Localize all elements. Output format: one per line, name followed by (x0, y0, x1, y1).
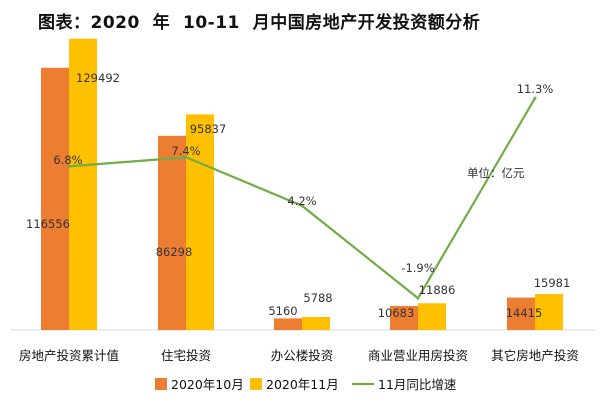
growth-point (416, 296, 420, 300)
bar-value-label-oct: 116556 (26, 217, 70, 231)
bar-nov-0 (69, 38, 97, 330)
bar-value-label-nov: 95837 (190, 122, 227, 136)
growth-point (184, 155, 188, 159)
unit-label: 单位：亿元 (467, 166, 525, 180)
bar-value-label-oct: 10683 (378, 306, 415, 320)
category-label: 其它房地产投资 (491, 348, 579, 363)
bar-oct-2 (274, 318, 302, 330)
category-label: 住宅投资 (161, 348, 211, 363)
legend-label: 2020年10月 (171, 377, 244, 392)
growth-point (300, 204, 304, 208)
bar-oct-3 (390, 305, 418, 330)
chart-title: 图表：2020 年 10-11 月中国房地产开发投资额分析 (38, 13, 481, 33)
growth-value-label: 11.3% (517, 82, 554, 96)
bar-oct-1 (158, 135, 186, 330)
bar-nov-1 (186, 114, 214, 330)
bar-value-label-nov: 5788 (303, 291, 332, 305)
bar-oct-0 (41, 67, 69, 331)
legend-swatch (155, 378, 167, 390)
category-label: 商业营业用房投资 (368, 348, 468, 363)
bar-oct-4 (507, 297, 535, 330)
growth-value-label: -1.9% (401, 261, 434, 275)
bar-value-label-nov: 15981 (534, 276, 571, 290)
bar-nov-3 (418, 303, 446, 330)
growth-point (533, 96, 537, 100)
growth-point (67, 164, 71, 168)
category-label: 房地产投资累计值 (19, 348, 119, 363)
legend-label: 2020年11月 (266, 377, 339, 392)
legend-label: 11月同比增速 (378, 377, 457, 392)
bar-value-label-oct: 86298 (156, 245, 193, 259)
bar-nov-2 (302, 316, 330, 330)
category-label: 办公楼投资 (271, 348, 334, 363)
legend-swatch (250, 378, 262, 390)
bar-value-label-nov: 129492 (76, 71, 120, 85)
growth-value-label: 7.4% (171, 144, 200, 158)
bar-nov-4 (535, 294, 563, 330)
bar-value-label-nov: 11886 (419, 283, 456, 297)
growth-value-label: 6.8% (53, 153, 82, 167)
bar-value-label-oct: 14415 (506, 306, 543, 320)
growth-value-label: 4.2% (287, 194, 316, 208)
bar-value-label-oct: 5160 (268, 304, 297, 318)
